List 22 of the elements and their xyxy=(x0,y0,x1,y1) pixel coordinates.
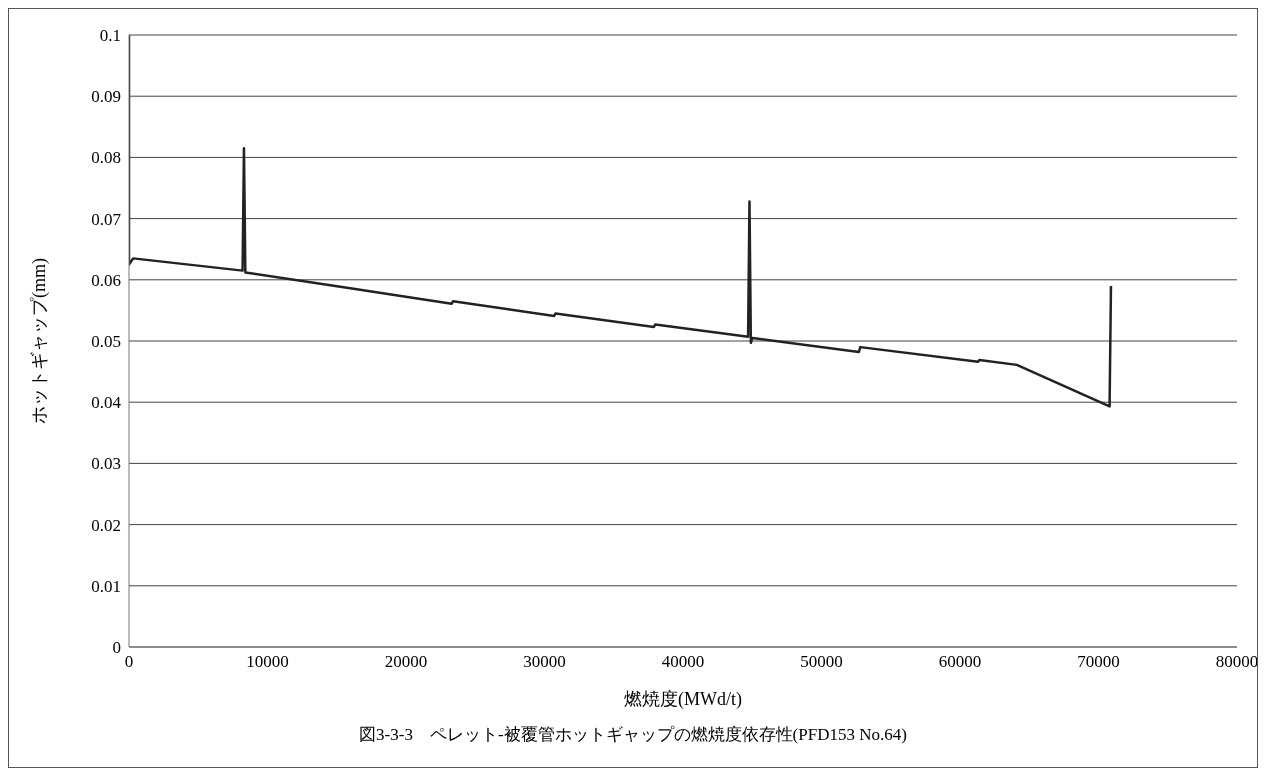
x-tick-label: 10000 xyxy=(246,652,289,672)
x-tick-label: 80000 xyxy=(1215,652,1259,672)
x-tick-label: 20000 xyxy=(384,652,428,672)
y-tick-label: 0.03 xyxy=(91,454,121,474)
y-axis-title: ホットギャップ(mm) xyxy=(29,258,51,424)
y-tick-label: 0.02 xyxy=(91,515,121,535)
x-tick-label: 70000 xyxy=(1077,652,1120,672)
y-tick-label: 0.07 xyxy=(91,209,122,229)
x-tick-label: 50000 xyxy=(800,652,843,672)
y-tick-label: 0.01 xyxy=(91,576,121,596)
y-tick-label: 0.06 xyxy=(91,270,121,290)
x-tick-label: 60000 xyxy=(938,652,982,672)
y-tick-label: 0.08 xyxy=(91,148,121,168)
x-tick-label: 40000 xyxy=(661,652,705,672)
y-tick-label: 0 xyxy=(112,638,121,658)
y-tick-label: 0.05 xyxy=(91,332,121,352)
x-axis-title: 燃焼度(MWd/t) xyxy=(624,689,742,710)
y-tick-label: 0.04 xyxy=(91,393,122,413)
y-tick-label: 0.1 xyxy=(99,26,121,46)
x-tick-label: 30000 xyxy=(523,652,566,672)
y-tick-label: 0.09 xyxy=(91,87,121,107)
caption: 図3-3-3 ペレット-被覆管ホットギャップの燃焼度依存性(PFD153 No.64) xyxy=(358,724,908,746)
